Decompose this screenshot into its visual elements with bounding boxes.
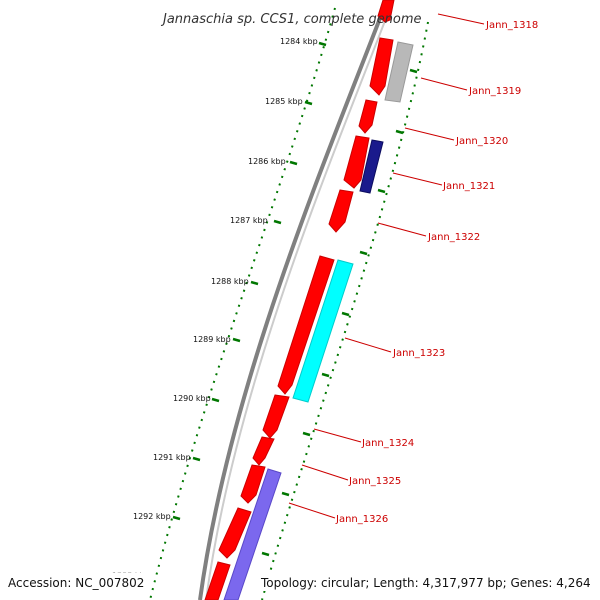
kbp-label: 1287 kbp xyxy=(230,216,268,225)
kbp-label: 1285 kbp xyxy=(265,97,303,106)
gene-leader-lines xyxy=(288,13,485,519)
reverse-genes xyxy=(223,41,414,600)
kbp-label: 1289 kbp xyxy=(193,335,231,344)
gene-jann-1322-arrow[interactable] xyxy=(328,189,354,233)
outer-scale-track xyxy=(149,7,336,600)
gene-label-jann-1323[interactable]: Jann_1323 xyxy=(392,348,445,359)
gene-label-jann-1319[interactable]: Jann_1319 xyxy=(468,86,521,97)
gene-jann-1325-arrow[interactable] xyxy=(252,436,275,466)
gene-gray-block[interactable] xyxy=(384,41,414,103)
accession-text: Accession: NC_007802 xyxy=(8,576,144,590)
forward-genes xyxy=(204,0,395,600)
gene-label-jann-1318[interactable]: Jann_1318 xyxy=(485,20,538,31)
gene-label-jann-1322[interactable]: Jann_1322 xyxy=(427,232,480,243)
kbp-label: 1291 kbp xyxy=(153,453,191,462)
gene-jann-1323-arrow[interactable] xyxy=(277,255,335,395)
gene-jann-1320-arrow[interactable] xyxy=(358,99,378,134)
gene-forward-arrow[interactable] xyxy=(218,507,252,559)
kbp-label: 1286 kbp xyxy=(248,157,286,166)
kbp-label: 1284 kbp xyxy=(280,37,318,46)
kbp-label: 1290 kbp xyxy=(173,394,211,403)
gene-jann-1321-arrow[interactable] xyxy=(343,135,370,189)
gene-jann-1326-arrow[interactable] xyxy=(240,464,266,504)
gene-label-jann-1321[interactable]: Jann_1321 xyxy=(442,181,495,192)
gene-label-jann-1324[interactable]: Jann_1324 xyxy=(361,438,414,449)
gene-labels: Jann_1318 Jann_1319 Jann_1320 Jann_1321 … xyxy=(335,20,538,525)
gene-cyan-block[interactable] xyxy=(292,259,354,403)
accession-backdrop xyxy=(4,573,150,591)
gene-jann-1318-arrow[interactable] xyxy=(377,0,395,23)
gene-label-jann-1325[interactable]: Jann_1325 xyxy=(348,476,401,487)
kbp-labels: 1284 kbp 1285 kbp 1286 kbp 1287 kbp 1288… xyxy=(112,37,318,580)
gene-purple-block[interactable] xyxy=(223,468,282,600)
kbp-label: 1292 kbp xyxy=(133,512,171,521)
gene-jann-1319-arrow[interactable] xyxy=(369,37,394,96)
genome-backbone xyxy=(198,0,394,600)
gene-jann-1324-arrow[interactable] xyxy=(262,394,290,439)
inner-ticks xyxy=(261,68,418,557)
kbp-ticks xyxy=(172,41,327,521)
topology-backdrop xyxy=(257,573,595,591)
kbp-label: 1288 kbp xyxy=(211,277,249,286)
map-title: Jannaschia sp. CCS1, complete genome xyxy=(160,12,422,27)
gene-navy-block[interactable] xyxy=(359,139,384,194)
topology-text: Topology: circular; Length: 4,317,977 bp… xyxy=(260,576,591,590)
gene-label-jann-1320[interactable]: Jann_1320 xyxy=(455,136,508,147)
gene-forward-arrow[interactable] xyxy=(204,561,231,600)
gene-label-jann-1326[interactable]: Jann_1326 xyxy=(335,514,388,525)
